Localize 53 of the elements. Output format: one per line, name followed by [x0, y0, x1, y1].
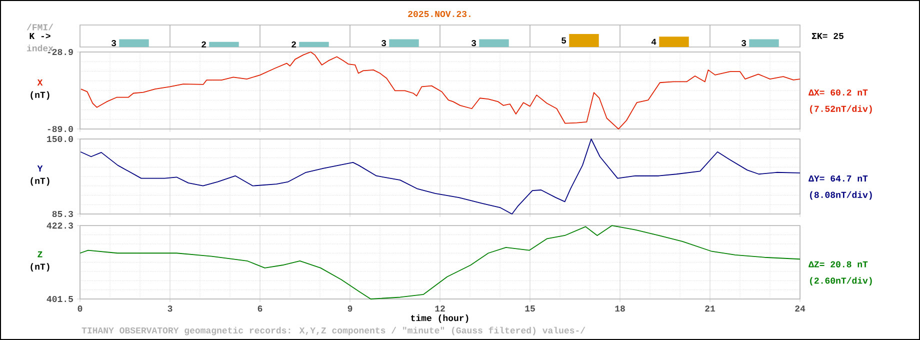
text: X — [37, 80, 43, 86]
text: /FMI/ — [26, 24, 54, 30]
y-axis-title: (nT) — [30, 177, 50, 186]
line-series — [80, 225, 800, 300]
y-tick-label: 401.5 — [46, 296, 74, 302]
text: ΔX= 60.2 nT — [808, 89, 868, 96]
x-tick-label: 21 — [705, 306, 716, 312]
text: (8.08nT/div) — [810, 191, 872, 200]
y-tick-label: 422.3 — [46, 222, 74, 229]
bar — [659, 36, 689, 47]
bar — [479, 39, 509, 47]
x-tick-label: 18 — [615, 306, 625, 312]
text: (7.52nT/div) — [810, 105, 872, 114]
line-series — [80, 52, 800, 130]
x-tick-label: 24 — [795, 306, 806, 312]
y-axis-title: K -> — [30, 33, 50, 39]
data-label: 3 — [112, 40, 116, 46]
y-axis-title: (nT) — [30, 91, 50, 100]
y-axis-title: (nT) — [30, 263, 50, 272]
bar — [569, 34, 599, 47]
text: Z — [38, 251, 42, 258]
x-axis-title: time (hour) — [411, 314, 468, 323]
data-label: 2 — [202, 41, 206, 48]
data-label: 3 — [742, 40, 746, 46]
text: ΣK= 25 — [812, 32, 844, 40]
y-tick-label: -28.9 — [48, 48, 73, 56]
data-label: 5 — [562, 38, 566, 44]
x-tick-label: 6 — [258, 306, 262, 312]
x-tick-label: 15 — [525, 306, 535, 312]
text: (2.60nT/div) — [810, 277, 872, 286]
x-tick-label: 0 — [78, 306, 82, 312]
text: Y — [37, 166, 43, 172]
data-label: 3 — [382, 40, 386, 46]
bar — [209, 42, 239, 47]
y-tick-label: -89.0 — [48, 126, 73, 132]
data-label: 2 — [292, 41, 296, 48]
y-tick-label: 85.3 — [52, 210, 74, 218]
chart-title: 2025.NOV.23. — [408, 10, 470, 18]
text: TIHANY OBSERVATORY geomagnetic records: X,Y,Z components / "minute" (Gauss filtered) values-/ — [82, 326, 586, 336]
x-tick-label: 3 — [168, 306, 172, 312]
bar — [749, 39, 779, 47]
line-series — [80, 138, 800, 214]
text: ΔY= 64.7 nT — [808, 175, 868, 182]
x-tick-label: 9 — [348, 306, 352, 312]
data-label: 3 — [472, 40, 476, 46]
text: index — [27, 44, 54, 52]
bar — [389, 39, 419, 47]
y-tick-label: 150.0 — [47, 136, 73, 142]
text: ΔZ= 20.8 nT — [808, 261, 868, 268]
data-label: 4 — [651, 38, 656, 45]
x-tick-label: 12 — [435, 306, 445, 312]
bar — [119, 39, 149, 47]
bar — [299, 42, 329, 47]
